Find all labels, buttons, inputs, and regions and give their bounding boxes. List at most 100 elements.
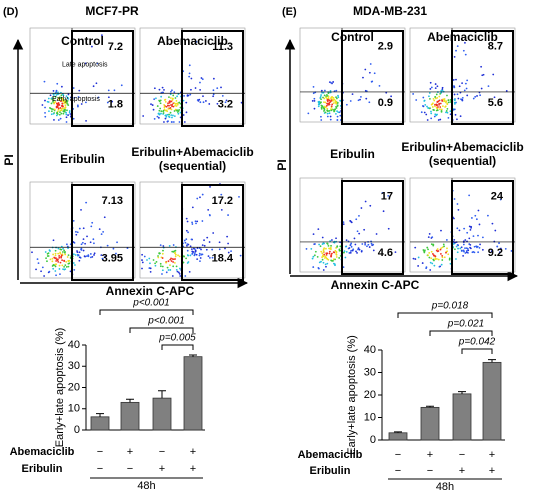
late-apoptosis-value: 17.2 bbox=[212, 195, 233, 207]
p-value: p=0.021 bbox=[447, 319, 484, 330]
flow-event bbox=[461, 97, 464, 99]
flow-event bbox=[492, 73, 495, 76]
flow-event bbox=[422, 105, 424, 107]
y-tick-label: 30 bbox=[364, 366, 376, 378]
late-apoptosis-value: 7.13 bbox=[102, 195, 123, 207]
flow-event bbox=[107, 89, 110, 92]
flow-event bbox=[465, 251, 468, 254]
flow-event bbox=[163, 88, 165, 91]
flow-event bbox=[55, 94, 58, 96]
flow-event bbox=[176, 102, 179, 105]
flow-event bbox=[155, 260, 158, 263]
flow-event bbox=[200, 248, 202, 251]
flow-event bbox=[473, 245, 476, 248]
treatment-sign: − bbox=[97, 446, 103, 458]
flow-event bbox=[441, 246, 444, 249]
plot-frame bbox=[299, 27, 406, 123]
flow-event bbox=[83, 255, 86, 258]
flow-event bbox=[205, 248, 208, 251]
flow-event bbox=[437, 258, 440, 261]
flow-event bbox=[441, 86, 444, 89]
flow-event bbox=[499, 198, 502, 201]
flow-event bbox=[63, 265, 66, 268]
panel-title: MDA-MB-231 bbox=[353, 4, 427, 18]
flow-event bbox=[50, 102, 53, 105]
y-tick-label: 0 bbox=[370, 434, 376, 446]
flow-event bbox=[432, 98, 435, 100]
flow-event bbox=[368, 71, 371, 74]
flow-event bbox=[196, 197, 199, 200]
flow-event bbox=[323, 101, 325, 104]
significance-bracket bbox=[99, 309, 194, 315]
flow-event bbox=[58, 113, 61, 116]
flow-event bbox=[156, 105, 159, 107]
flow-event bbox=[472, 235, 475, 238]
flow-event bbox=[320, 107, 323, 110]
flow-event bbox=[372, 243, 375, 246]
flow-event bbox=[424, 249, 426, 252]
error-bar bbox=[488, 359, 496, 363]
flow-event bbox=[55, 102, 58, 105]
flow-event bbox=[344, 245, 347, 248]
flow-event bbox=[449, 101, 452, 103]
flow-event bbox=[212, 95, 215, 98]
flow-event bbox=[59, 111, 61, 114]
flow-event bbox=[188, 72, 191, 75]
early-apoptosis-value: 3.95 bbox=[102, 253, 123, 265]
flow-event bbox=[466, 79, 469, 82]
flow-event bbox=[153, 98, 156, 101]
flow-event bbox=[161, 265, 164, 268]
flow-event bbox=[433, 109, 435, 111]
flow-event bbox=[176, 270, 179, 273]
flow-event bbox=[325, 265, 327, 268]
flow-event bbox=[322, 250, 325, 253]
flow-event bbox=[224, 247, 226, 250]
flow-event bbox=[446, 250, 449, 253]
flow-event bbox=[101, 257, 104, 260]
flow-event bbox=[440, 247, 443, 250]
flow-event bbox=[175, 268, 178, 271]
flow-event bbox=[92, 238, 95, 241]
flow-event bbox=[190, 77, 193, 80]
flow-event bbox=[351, 93, 354, 96]
bar bbox=[420, 406, 440, 441]
flow-event bbox=[225, 99, 228, 102]
flow-event bbox=[188, 271, 191, 273]
treatment-sign: − bbox=[127, 463, 133, 475]
flow-event bbox=[433, 259, 435, 262]
flow-event bbox=[209, 214, 211, 217]
flow-event bbox=[199, 81, 201, 84]
flow-event bbox=[112, 247, 115, 250]
flow-event bbox=[56, 103, 59, 106]
flow-event bbox=[431, 103, 434, 105]
flow-event bbox=[59, 252, 62, 255]
flow-event bbox=[62, 247, 65, 250]
flow-event bbox=[167, 102, 169, 105]
flow-event bbox=[498, 251, 501, 254]
flow-event bbox=[428, 92, 431, 94]
flow-event bbox=[339, 249, 342, 252]
flow-event bbox=[190, 88, 192, 91]
flow-event bbox=[330, 99, 333, 102]
flow-event bbox=[173, 115, 176, 118]
flow-event bbox=[44, 111, 46, 114]
flow-event bbox=[465, 87, 468, 90]
flow-event bbox=[62, 110, 65, 113]
flow-event bbox=[151, 104, 154, 106]
flow-event bbox=[59, 273, 61, 276]
flow-event bbox=[218, 248, 221, 251]
flow-event bbox=[199, 101, 202, 104]
flow-event bbox=[169, 93, 172, 96]
flow-event bbox=[227, 242, 230, 245]
error-bar bbox=[394, 431, 402, 433]
flow-event bbox=[435, 113, 438, 116]
flow-event bbox=[154, 262, 156, 265]
flow-event bbox=[182, 99, 185, 102]
flow-event bbox=[141, 267, 143, 270]
flow-event bbox=[117, 254, 120, 256]
flow-event bbox=[202, 101, 205, 104]
flow-event bbox=[330, 109, 333, 112]
panel-title: MCF7-PR bbox=[85, 4, 139, 18]
apoptosis-gate bbox=[451, 30, 514, 125]
significance-bracket bbox=[397, 312, 493, 318]
